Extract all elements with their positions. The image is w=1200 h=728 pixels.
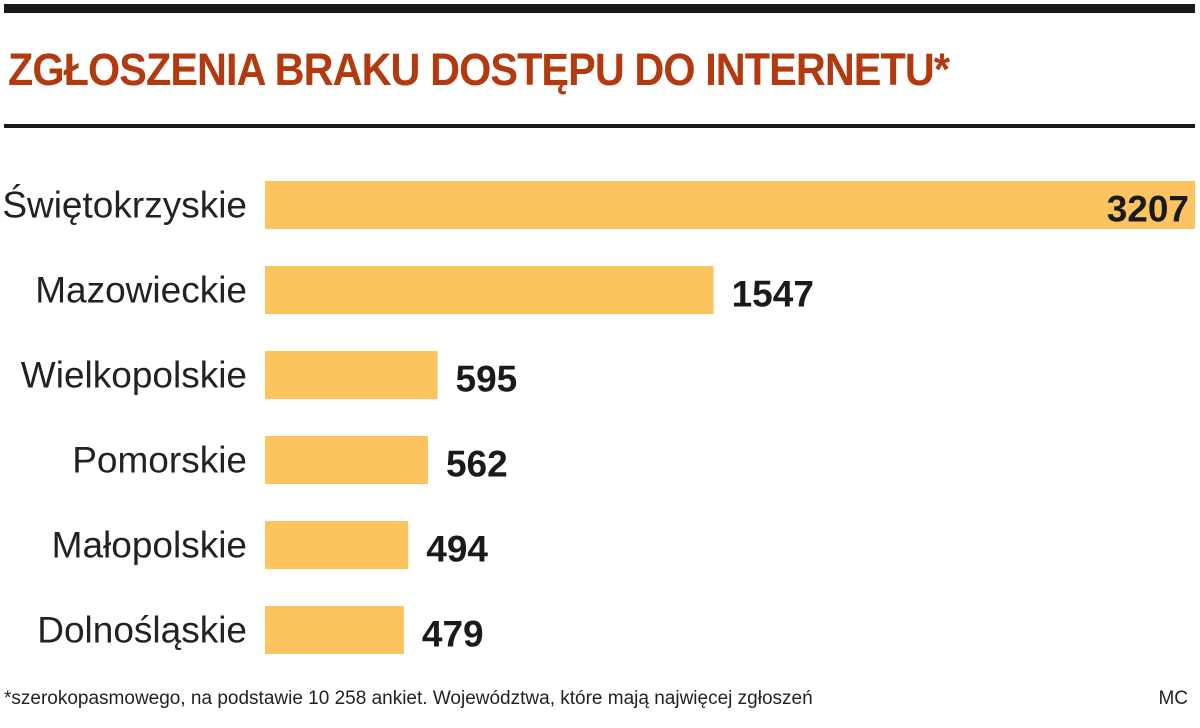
bar-3 <box>265 436 428 484</box>
category-label: Pomorskie <box>72 440 247 481</box>
bar-1 <box>265 266 714 314</box>
top-rule <box>4 4 1195 13</box>
value-label: 562 <box>446 444 508 485</box>
source-credit: MC <box>1158 688 1188 709</box>
title-divider <box>4 124 1195 128</box>
category-label: Mazowieckie <box>35 270 247 311</box>
bar-0 <box>265 181 1195 229</box>
category-label: Dolnośląskie <box>37 610 247 651</box>
category-label: Świętokrzyskie <box>2 184 247 226</box>
value-label: 494 <box>426 529 488 570</box>
value-label: 479 <box>422 614 484 655</box>
category-label: Wielkopolskie <box>21 355 247 396</box>
bar-4 <box>265 521 409 569</box>
bar-2 <box>265 351 438 399</box>
chart-title: ZGŁOSZENIA BRAKU DOSTĘPU DO INTERNETU* <box>8 44 950 95</box>
footnote: *szerokopasmowego, na podstawie 10 258 a… <box>4 688 813 709</box>
value-label: 1547 <box>732 274 814 315</box>
bar-5 <box>265 606 404 654</box>
value-label: 595 <box>456 359 518 400</box>
value-label: 3207 <box>1107 189 1189 230</box>
category-label: Małopolskie <box>52 525 247 566</box>
